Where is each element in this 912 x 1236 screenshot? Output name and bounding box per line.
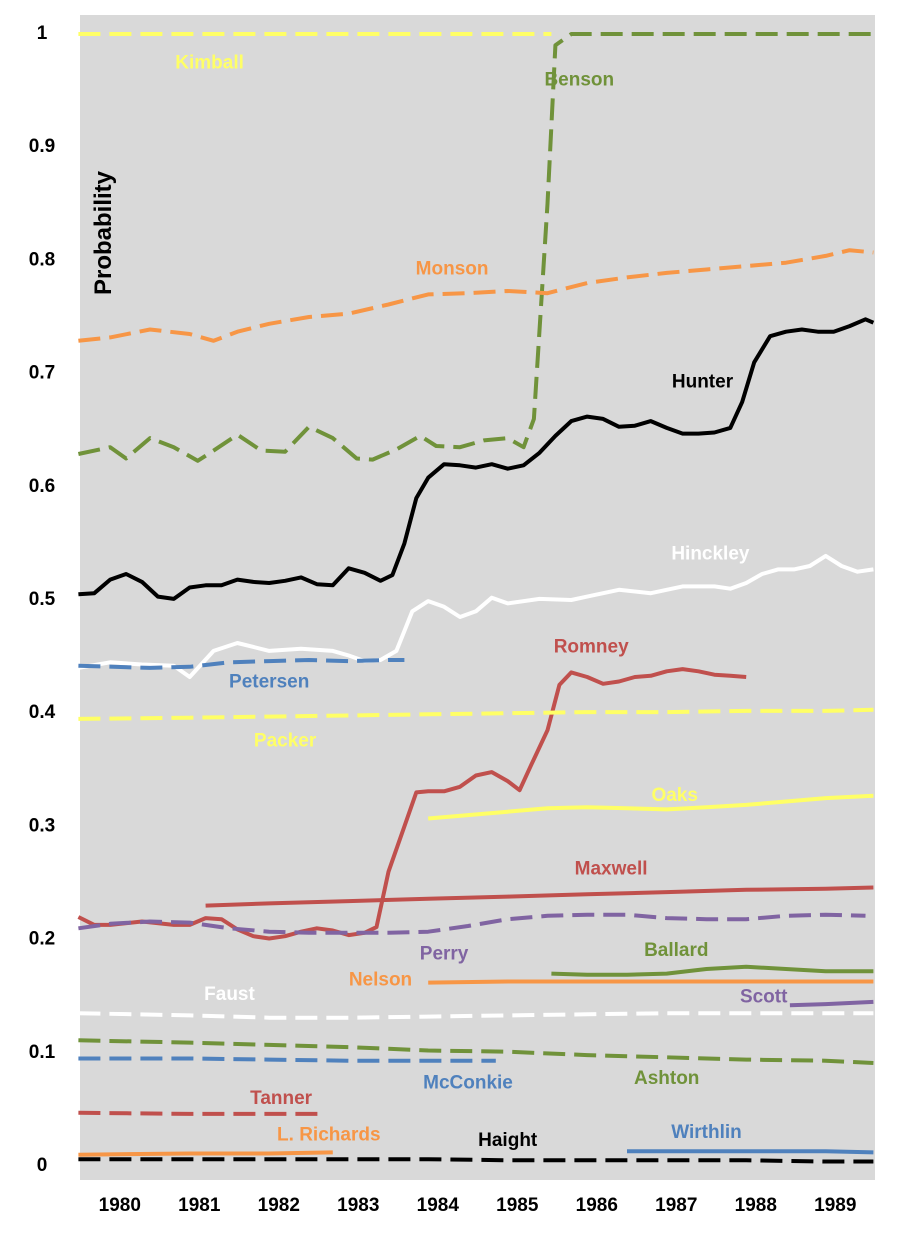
- x-tick-label: 1983: [337, 1195, 379, 1216]
- series-label-wirthlin: Wirthlin: [671, 1122, 742, 1143]
- series-label-petersen: Petersen: [229, 672, 309, 693]
- y-tick-label: 0.5: [29, 589, 56, 610]
- y-tick-label: 1: [37, 23, 48, 44]
- y-tick-label: 0.9: [29, 136, 55, 157]
- series-line-petersen: [78, 658, 405, 670]
- series-line-wirthlin: [627, 1149, 874, 1155]
- series-label-layer: Kimball Benson Monson Hunter Hinckley Romney P…: [175, 52, 788, 1151]
- y-tick-label: 0.1: [29, 1042, 56, 1063]
- series-line-packer: [78, 707, 874, 721]
- series-line-hunter: [78, 317, 875, 601]
- x-tick-label: 1987: [655, 1195, 697, 1216]
- series-label-kimball: Kimball: [175, 52, 244, 73]
- x-tick-label: 1982: [258, 1195, 300, 1216]
- series-label-packer: Packer: [254, 731, 317, 752]
- series-line-monson: [78, 248, 874, 343]
- series-label-l-richards: L. Richards: [277, 1124, 380, 1145]
- x-tick-label: 1986: [576, 1195, 618, 1216]
- x-tick-label: 1980: [99, 1195, 141, 1216]
- x-tick-label: 1984: [417, 1195, 460, 1216]
- series-label-maxwell: Maxwell: [575, 858, 648, 879]
- series-label-perry: Perry: [420, 943, 469, 964]
- series-layer: [77, 32, 875, 1164]
- series-line-perry: [78, 912, 866, 935]
- y-tick-label: 0: [37, 1155, 48, 1176]
- series-line-ashton: [78, 1038, 874, 1065]
- plot-area-background: [80, 15, 875, 1180]
- series-label-ashton: Ashton: [634, 1068, 699, 1089]
- series-label-hunter: Hunter: [672, 372, 734, 393]
- series-line-mcconkie: [78, 1056, 496, 1063]
- series-line-scott: [789, 999, 874, 1008]
- series-line-ballard: [551, 964, 874, 977]
- series-label-mcconkie: McConkie: [423, 1072, 513, 1093]
- series-label-hinckley: Hinckley: [671, 544, 750, 565]
- series-label-scott: Scott: [740, 986, 788, 1007]
- y-axis-title: Probability: [90, 170, 117, 295]
- x-tick-label: 1989: [814, 1195, 856, 1216]
- y-tick-label: 0.3: [29, 815, 55, 836]
- series-label-haight: Haight: [478, 1130, 538, 1151]
- series-label-nelson: Nelson: [349, 969, 412, 990]
- series-line-l-richards: [78, 1150, 333, 1157]
- series-label-tanner: Tanner: [250, 1088, 313, 1109]
- series-line-faust: [78, 1011, 874, 1020]
- series-line-romney: [77, 667, 747, 941]
- series-label-benson: Benson: [544, 69, 614, 90]
- x-tick-label: 1985: [496, 1195, 539, 1216]
- series-line-haight: [78, 1157, 874, 1164]
- series-line-oaks: [428, 793, 874, 821]
- y-axis: 0 0.1 0.2 0.3 0.4 0.5 0.6 0.7 0.8 0.9 1: [29, 23, 56, 1176]
- series-label-romney: Romney: [554, 637, 629, 658]
- y-tick-label: 0.6: [29, 476, 55, 497]
- x-tick-label: 1988: [735, 1195, 777, 1216]
- series-label-oaks: Oaks: [651, 785, 697, 806]
- series-label-ballard: Ballard: [644, 940, 708, 961]
- series-label-monson: Monson: [416, 259, 489, 280]
- series-line-benson: [77, 32, 874, 463]
- series-label-faust: Faust: [204, 984, 255, 1005]
- y-tick-label: 0.7: [29, 363, 55, 384]
- y-tick-label: 0.8: [29, 249, 55, 270]
- series-line-nelson: [428, 979, 874, 985]
- x-axis: 1980 1981 1982 1983 1984 1985 1986 1987 1988 1989: [99, 1195, 857, 1216]
- y-tick-label: 0.2: [29, 929, 55, 950]
- series-line-hinckley: [78, 553, 874, 679]
- x-tick-label: 1981: [178, 1195, 221, 1216]
- y-tick-label: 0.4: [29, 702, 56, 723]
- series-line-maxwell: [205, 885, 874, 908]
